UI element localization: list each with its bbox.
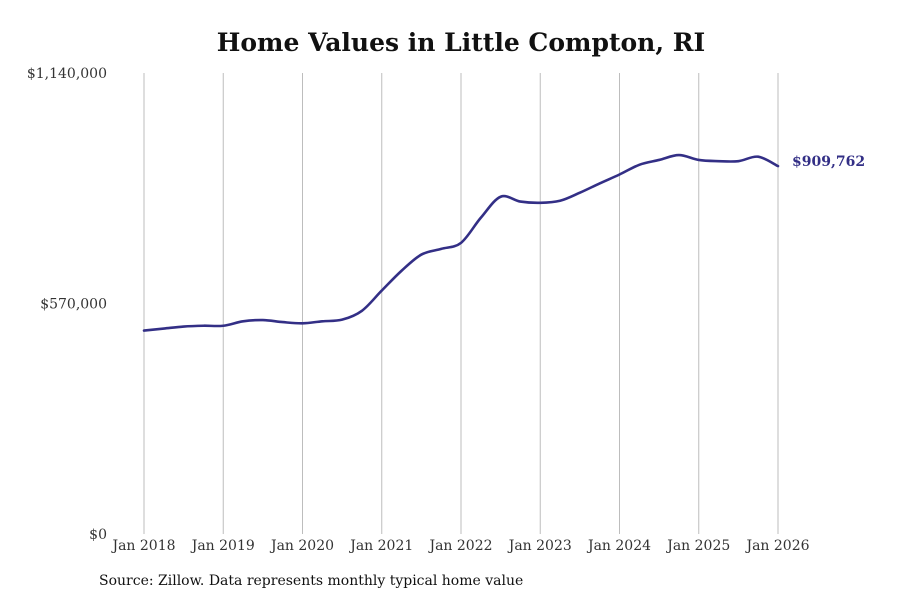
x-tick-label: Jan 2024 (586, 538, 651, 554)
y-tick-label: $0 (89, 527, 107, 543)
x-tick-label: Jan 2021 (348, 538, 413, 554)
gridlines (143, 73, 779, 534)
x-tick-label: Jan 2025 (665, 538, 730, 554)
y-axis-ticks: $0 $570,000 $1,140,000 (27, 66, 107, 543)
x-axis-ticks: Jan 2018 Jan 2019 Jan 2020 Jan 2021 Jan 2022… (110, 538, 809, 554)
chart-title: Home Values in Little Compton, RI (217, 28, 705, 57)
last-value-label: $909,762 (792, 154, 865, 170)
y-tick-label: $1,140,000 (27, 66, 107, 82)
x-tick-label: Jan 2022 (427, 538, 492, 554)
y-tick-label: $570,000 (40, 297, 107, 313)
x-tick-label: Jan 2023 (507, 538, 572, 554)
x-tick-label: Jan 2026 (744, 538, 809, 554)
x-tick-label: Jan 2020 (269, 538, 334, 554)
x-tick-label: Jan 2019 (190, 538, 255, 554)
x-tick-label: Jan 2018 (110, 538, 175, 554)
home-value-series-line (142, 153, 780, 332)
source-note: Source: Zillow. Data represents monthly … (99, 573, 524, 589)
